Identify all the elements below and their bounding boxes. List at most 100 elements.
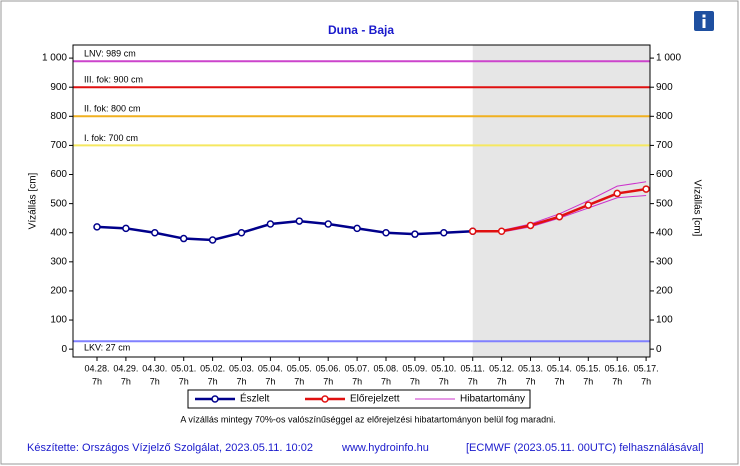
x-tick-label: 05.02. xyxy=(200,363,225,373)
y2-tick-label: 300 xyxy=(656,256,673,267)
y-axis-title: Vízállás [cm] xyxy=(28,172,39,229)
x-tick-hour: 7h xyxy=(554,376,564,386)
level-label: III. fok: 900 cm xyxy=(84,75,143,85)
y2-axis-title: Vízállás [cm] xyxy=(691,180,702,237)
y-tick-label: 300 xyxy=(50,256,67,267)
x-tick-label: 05.14. xyxy=(547,363,572,373)
level-label: I. fok: 700 cm xyxy=(84,133,138,143)
y2-tick-label: 200 xyxy=(656,286,673,297)
x-tick-hour: 7h xyxy=(294,376,304,386)
footer-link[interactable]: www.hydroinfo.hu xyxy=(341,442,429,454)
x-tick-label: 04.29. xyxy=(113,363,138,373)
x-tick-hour: 7h xyxy=(92,376,102,386)
point xyxy=(555,212,564,221)
footer-source: [ECMWF (2023.05.11. 00UTC) felhasználásá… xyxy=(466,442,704,454)
x-tick-hour: 7h xyxy=(179,376,189,386)
x-tick-label: 05.08. xyxy=(373,363,398,373)
x-tick-label: 05.15. xyxy=(576,363,601,373)
y2-tick-label: 0 xyxy=(656,344,662,355)
point xyxy=(122,224,130,233)
level-label: LNV: 989 cm xyxy=(84,49,136,59)
band-upper xyxy=(501,181,647,231)
point xyxy=(151,228,159,237)
point xyxy=(440,228,448,237)
chart-title: Duna - Baja xyxy=(328,23,394,37)
x-tick-hour: 7h xyxy=(641,376,651,386)
plot-border xyxy=(72,44,651,358)
legend-marker xyxy=(321,395,329,403)
x-tick-hour: 7h xyxy=(410,376,420,386)
x-tick-label: 05.13. xyxy=(518,363,543,373)
x-tick-label: 05.06. xyxy=(316,363,341,373)
legend-box xyxy=(187,389,531,409)
point xyxy=(353,224,361,233)
point xyxy=(382,228,390,237)
y-tick-label: 900 xyxy=(50,82,67,93)
x-tick-hour: 7h xyxy=(208,376,218,386)
band-lower xyxy=(501,194,647,233)
point xyxy=(613,189,621,198)
point xyxy=(526,221,535,230)
legend-label: Előrejelzett xyxy=(350,394,400,405)
level-label: II. fok: 800 cm xyxy=(84,104,141,114)
y-tick-label: 800 xyxy=(50,111,67,122)
x-tick-hour: 7h xyxy=(381,376,391,386)
x-tick-hour: 7h xyxy=(439,376,449,386)
x-tick-label: 05.12. xyxy=(489,363,514,373)
x-tick-label: 05.01. xyxy=(171,363,196,373)
y-tick-label: 1 000 xyxy=(42,53,67,64)
point xyxy=(497,227,506,236)
x-tick-label: 04.30. xyxy=(142,363,167,373)
forecast-region xyxy=(472,45,650,357)
point xyxy=(295,217,304,225)
point xyxy=(584,201,593,209)
point xyxy=(642,185,650,193)
y-tick-label: 600 xyxy=(50,169,67,180)
x-tick-label: 05.03. xyxy=(229,363,254,373)
x-tick-hour: 7h xyxy=(150,376,160,386)
point xyxy=(237,228,246,237)
x-tick-label: 05.10. xyxy=(431,363,456,373)
x-tick-label: 05.11. xyxy=(461,363,485,373)
x-tick-hour: 7h xyxy=(468,376,478,386)
y-tick-label: 0 xyxy=(61,344,67,355)
legend-label: Észlelt xyxy=(240,392,270,405)
y2-tick-label: 1 000 xyxy=(656,53,681,64)
x-tick-hour: 7h xyxy=(236,376,246,386)
y2-tick-label: 400 xyxy=(656,227,673,238)
x-tick-hour: 7h xyxy=(497,376,507,386)
y2-tick-label: 900 xyxy=(656,82,673,93)
y2-tick-label: 700 xyxy=(656,140,673,151)
x-tick-hour: 7h xyxy=(583,376,593,386)
y-tick-label: 100 xyxy=(50,315,67,326)
x-tick-hour: 7h xyxy=(323,376,333,386)
y-tick-label: 200 xyxy=(50,286,67,297)
y2-tick-label: 100 xyxy=(656,315,673,326)
info-icon[interactable] xyxy=(694,11,714,31)
x-tick-hour: 7h xyxy=(121,376,131,386)
x-tick-hour: 7h xyxy=(525,376,535,386)
x-tick-label: 05.07. xyxy=(345,363,370,373)
x-tick-label: 05.04. xyxy=(258,363,283,373)
legend-marker xyxy=(211,395,219,403)
y-tick-label: 700 xyxy=(50,140,67,151)
point xyxy=(468,227,477,236)
y-tick-label: 500 xyxy=(50,198,67,209)
point xyxy=(324,220,332,228)
legend-label: Hibatartomány xyxy=(460,394,525,405)
y-tick-label: 400 xyxy=(50,227,67,238)
x-tick-hour: 7h xyxy=(612,376,622,386)
footer-author: Készítette: Országos Vízjelző Szolgálat,… xyxy=(27,442,313,454)
y2-tick-label: 600 xyxy=(656,169,673,180)
x-tick-label: 05.16. xyxy=(605,363,630,373)
x-tick-hour: 7h xyxy=(265,376,275,386)
note: A vízállás mintegy 70%-os valószínűségge… xyxy=(180,414,555,424)
point xyxy=(179,234,188,243)
x-tick-label: 05.05. xyxy=(287,363,312,373)
x-tick-label: 05.09. xyxy=(402,363,427,373)
point xyxy=(411,230,419,238)
x-tick-label: 04.28. xyxy=(84,363,109,373)
point xyxy=(93,223,101,231)
level-label: LKV: 27 cm xyxy=(84,343,130,353)
